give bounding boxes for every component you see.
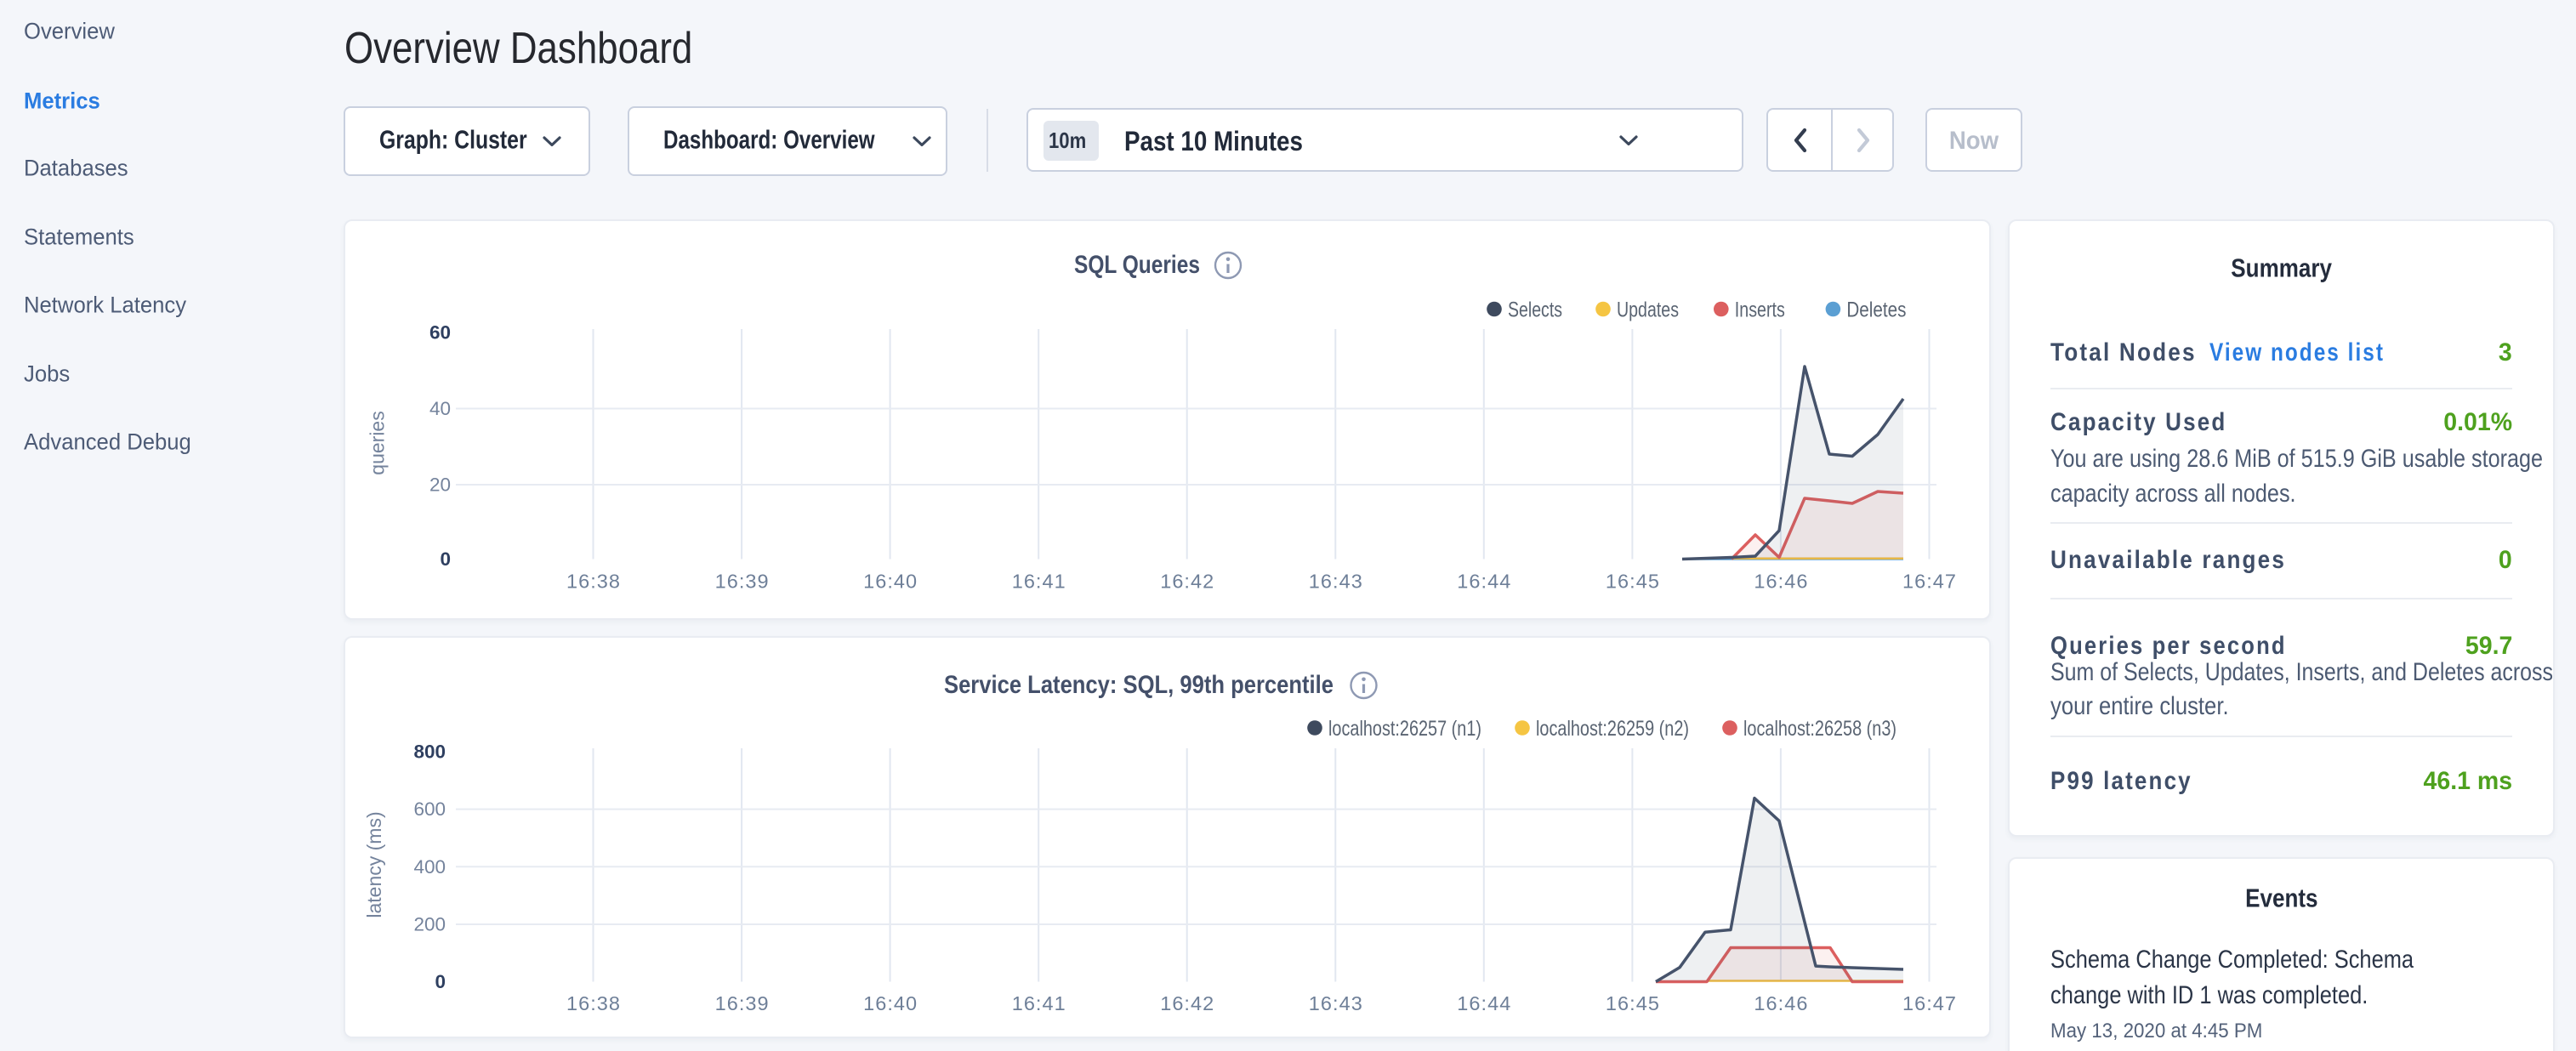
svg-text:16:45: 16:45	[1606, 570, 1659, 592]
svg-text:0: 0	[440, 548, 451, 570]
svg-text:16:38: 16:38	[566, 992, 620, 1014]
svg-text:16:43: 16:43	[1309, 570, 1362, 592]
svg-text:40: 40	[429, 398, 451, 419]
svg-text:Selects: Selects	[1508, 298, 1562, 322]
svg-text:latency (ms): latency (ms)	[363, 811, 385, 917]
svg-text:16:39: 16:39	[715, 992, 769, 1014]
svg-text:16:44: 16:44	[1457, 570, 1510, 592]
svg-text:800: 800	[413, 741, 446, 763]
svg-text:16:39: 16:39	[715, 570, 769, 592]
svg-text:0: 0	[435, 971, 446, 992]
svg-text:16:40: 16:40	[863, 992, 917, 1014]
svg-text:SQL Queries: SQL Queries	[1074, 251, 1200, 279]
svg-text:Deletes: Deletes	[1846, 298, 1906, 322]
svg-text:600: 600	[413, 798, 446, 820]
svg-text:16:46: 16:46	[1754, 570, 1807, 592]
svg-text:16:41: 16:41	[1012, 570, 1066, 592]
svg-text:60: 60	[429, 322, 451, 344]
svg-text:16:42: 16:42	[1160, 570, 1214, 592]
svg-text:400: 400	[413, 856, 446, 878]
svg-text:16:44: 16:44	[1457, 992, 1510, 1014]
svg-text:16:41: 16:41	[1012, 992, 1066, 1014]
svg-text:localhost:26258 (n3): localhost:26258 (n3)	[1743, 717, 1896, 741]
svg-text:Service Latency: SQL, 99th per: Service Latency: SQL, 99th percentile	[944, 671, 1333, 699]
svg-text:queries: queries	[367, 411, 389, 474]
svg-text:localhost:26257 (n1): localhost:26257 (n1)	[1328, 717, 1481, 741]
svg-text:16:38: 16:38	[566, 570, 620, 592]
svg-text:200: 200	[413, 914, 446, 935]
svg-text:16:42: 16:42	[1160, 992, 1214, 1014]
svg-text:20: 20	[429, 474, 451, 496]
svg-text:localhost:26259 (n2): localhost:26259 (n2)	[1536, 717, 1689, 741]
svg-text:Updates: Updates	[1617, 298, 1679, 322]
svg-text:16:47: 16:47	[1902, 992, 1956, 1014]
svg-text:16:45: 16:45	[1606, 992, 1659, 1014]
svg-text:16:43: 16:43	[1309, 992, 1362, 1014]
svg-text:16:47: 16:47	[1902, 570, 1956, 592]
svg-text:Inserts: Inserts	[1735, 298, 1785, 322]
svg-text:16:46: 16:46	[1754, 992, 1807, 1014]
svg-text:16:40: 16:40	[863, 570, 917, 592]
